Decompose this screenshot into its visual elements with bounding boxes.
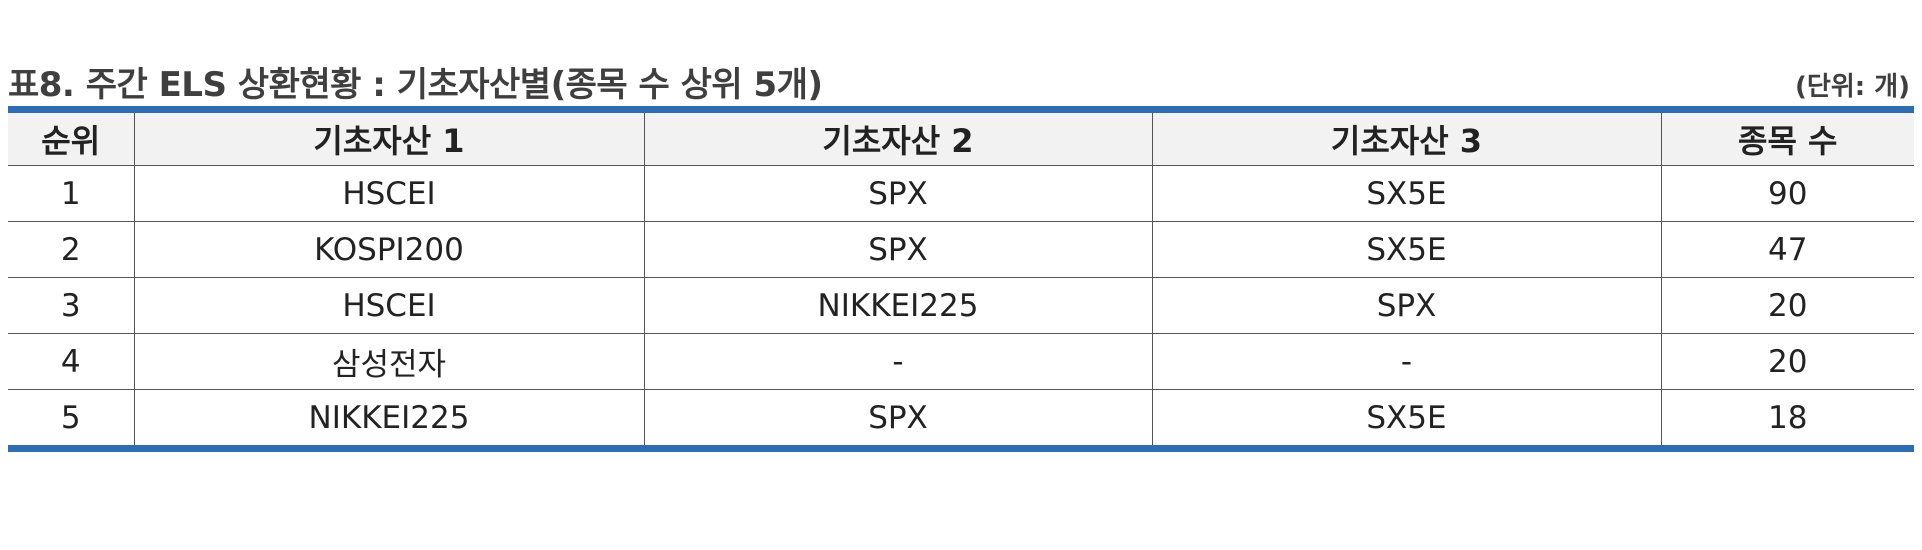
cell-asset-2: SPX [643, 389, 1152, 449]
redemption-table-container: 순위 기초자산 1 기초자산 2 기초자산 3 종목 수 1 HSCEI SPX… [8, 106, 1914, 452]
table-row: 5 NIKKEI225 SPX SX5E 18 [8, 389, 1914, 449]
table-title: 표8. 주간 ELS 상환현황 : 기초자산별(종목 수 상위 5개) [8, 65, 823, 105]
cell-asset-1: HSCEI [133, 277, 644, 334]
redemption-table: 순위 기초자산 1 기초자산 2 기초자산 3 종목 수 1 HSCEI SPX… [8, 106, 1914, 452]
table-row: 4 삼성전자 - - 20 [8, 333, 1914, 390]
header-asset-2: 기초자산 2 [643, 109, 1152, 166]
cell-asset-1: 삼성전자 [133, 333, 644, 390]
header-count: 종목 수 [1660, 109, 1914, 166]
cell-count: 90 [1660, 165, 1914, 222]
cell-asset-3: - [1151, 333, 1661, 390]
cell-asset-2: SPX [643, 221, 1152, 278]
cell-rank: 1 [8, 165, 134, 222]
cell-asset-3: SX5E [1151, 221, 1661, 278]
cell-asset-1: NIKKEI225 [133, 389, 644, 449]
table-row: 3 HSCEI NIKKEI225 SPX 20 [8, 277, 1914, 334]
cell-asset-3: SX5E [1151, 165, 1661, 222]
cell-rank: 2 [8, 221, 134, 278]
header-rank: 순위 [8, 109, 134, 166]
cell-count: 47 [1660, 221, 1914, 278]
cell-rank: 3 [8, 277, 134, 334]
cell-asset-1: HSCEI [133, 165, 644, 222]
cell-rank: 5 [60, 399, 81, 436]
cell-asset-2: - [643, 333, 1152, 390]
header-asset-1: 기초자산 1 [133, 109, 644, 166]
cell-asset-2: SPX [643, 165, 1152, 222]
cell-count: 20 [1660, 333, 1914, 390]
cell-count: 18 [1660, 389, 1914, 449]
cell-rank: 4 [8, 333, 134, 390]
cell-asset-3: SX5E [1151, 389, 1661, 449]
table-row: 2 KOSPI200 SPX SX5E 47 [8, 221, 1914, 278]
cell-asset-2: NIKKEI225 [643, 277, 1152, 334]
cell-asset-1: KOSPI200 [133, 221, 644, 278]
table-header-row: 순위 기초자산 1 기초자산 2 기초자산 3 종목 수 [8, 109, 1914, 166]
cell-count: 20 [1660, 277, 1914, 334]
cell-asset-3: SPX [1151, 277, 1661, 334]
table-row: 1 HSCEI SPX SX5E 90 [8, 165, 1914, 222]
table-caption-row: 표8. 주간 ELS 상환현황 : 기초자산별(종목 수 상위 5개) (단위:… [8, 50, 1910, 106]
header-asset-3: 기초자산 3 [1151, 109, 1661, 166]
unit-label: (단위: 개) [1795, 72, 1910, 102]
